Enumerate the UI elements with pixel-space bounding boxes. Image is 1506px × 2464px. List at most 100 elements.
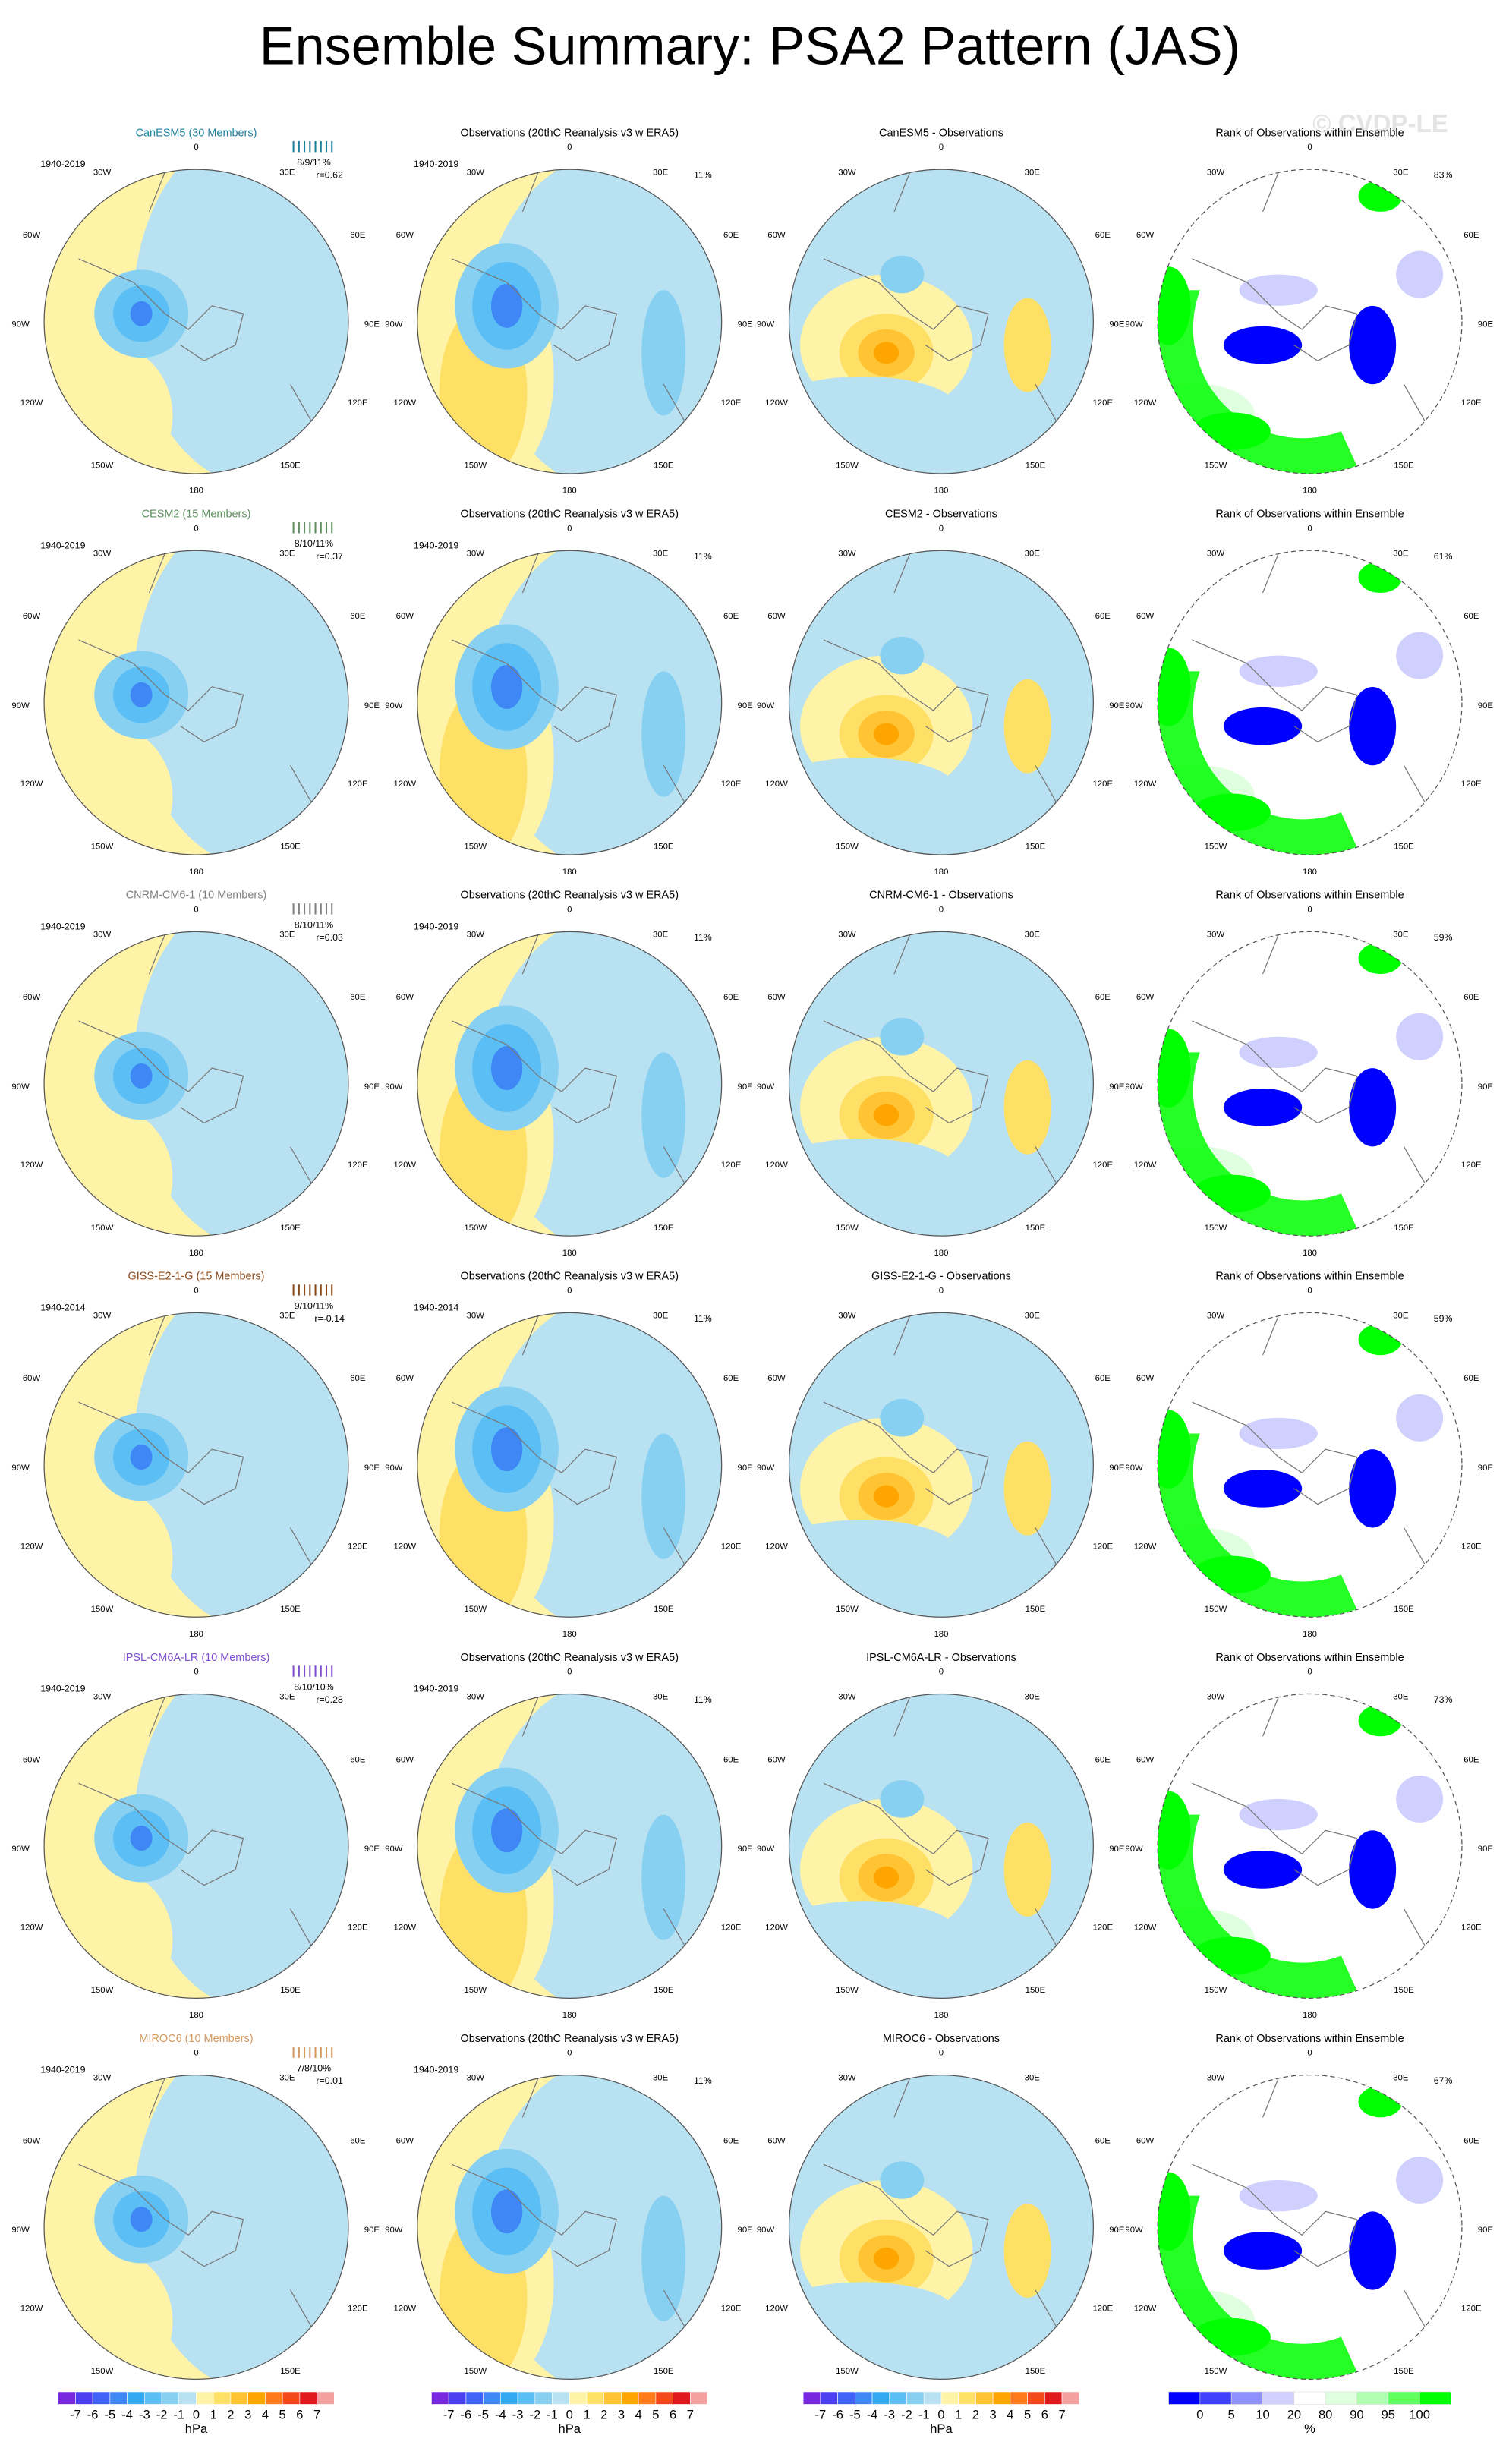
colorbar-box bbox=[655, 2391, 673, 2405]
longitude-label: 150E bbox=[654, 1986, 674, 1995]
longitude-label: 30E bbox=[1025, 168, 1041, 177]
colorbar-label: -6 bbox=[832, 2407, 843, 2421]
longitude-label: 60E bbox=[723, 1755, 739, 1764]
longitude-label: 30W bbox=[1207, 549, 1225, 558]
rank-colorbar-box bbox=[1230, 2391, 1263, 2405]
field-region bbox=[490, 1808, 523, 1853]
longitude-label: 30E bbox=[653, 1693, 669, 1702]
longitude-label: 150W bbox=[91, 2367, 114, 2376]
longitude-label: 120E bbox=[1461, 2304, 1482, 2313]
field-region bbox=[254, 671, 311, 766]
map-border bbox=[1157, 2074, 1463, 2381]
longitude-label: 90E bbox=[364, 1845, 380, 1854]
colorbar-box bbox=[109, 2391, 128, 2405]
longitude-label: 90W bbox=[757, 2226, 775, 2235]
map-panel bbox=[417, 2075, 722, 2380]
longitude-label: 120W bbox=[393, 399, 416, 408]
longitude-label: 180 bbox=[562, 1249, 577, 1258]
field-region bbox=[789, 376, 957, 440]
obs-percent: 11% bbox=[694, 551, 712, 562]
longitude-label: 30W bbox=[93, 1693, 112, 1702]
map-panel bbox=[417, 1694, 722, 1999]
longitude-label: 60W bbox=[23, 231, 41, 240]
colorbar-box bbox=[1061, 2391, 1080, 2405]
field-region bbox=[874, 723, 900, 745]
obs-years: 1940-2014 bbox=[414, 1302, 458, 1312]
longitude-label: 180 bbox=[934, 2011, 948, 2020]
longitude-label: 150W bbox=[836, 2367, 859, 2376]
longitude-label: 30W bbox=[93, 930, 112, 939]
longitude-label: 90W bbox=[11, 1845, 30, 1854]
colorbar-label: -1 bbox=[918, 2407, 930, 2421]
longitude-label: 180 bbox=[189, 487, 203, 496]
longitude-label: 0 bbox=[939, 905, 944, 914]
obs-years: 1940-2019 bbox=[414, 1684, 458, 1694]
field-region bbox=[1223, 1851, 1303, 1889]
longitude-label: 60E bbox=[350, 231, 366, 240]
longitude-label: 120E bbox=[348, 1542, 368, 1551]
rank-colorbar-units: % bbox=[1304, 2421, 1315, 2436]
map-panel bbox=[1158, 931, 1462, 1237]
longitude-label: 150W bbox=[1205, 1224, 1227, 1233]
longitude-label: 60E bbox=[350, 1755, 366, 1764]
obs-title: Observations (20thC Reanalysis v3 w ERA5… bbox=[460, 1652, 679, 1664]
longitude-label: 30E bbox=[653, 1312, 669, 1321]
colorbar-box bbox=[603, 2391, 622, 2405]
colorbar-box bbox=[282, 2391, 301, 2405]
colorbar-label: -4 bbox=[495, 2407, 506, 2421]
map-border bbox=[788, 1312, 1094, 1618]
longitude-label: 120W bbox=[20, 2304, 43, 2313]
field-region bbox=[789, 1520, 957, 1583]
longitude-label: 150E bbox=[1026, 462, 1046, 471]
colorbar-label: -5 bbox=[105, 2407, 116, 2421]
longitude-label: 0 bbox=[1307, 143, 1312, 152]
rank-colorbar-label: 20 bbox=[1287, 2407, 1301, 2421]
longitude-label: 120E bbox=[1092, 399, 1113, 408]
rank-band bbox=[1158, 2195, 1357, 2380]
pattern-correlation: r=0.03 bbox=[316, 932, 343, 943]
map-panel bbox=[789, 2075, 1094, 2380]
longitude-label: 90E bbox=[1109, 2226, 1125, 2235]
colorbar-box bbox=[517, 2391, 536, 2405]
longitude-label: 30E bbox=[1025, 1312, 1041, 1321]
field-region bbox=[254, 290, 311, 385]
colorbar-box bbox=[802, 2391, 821, 2405]
longitude-label: 150E bbox=[654, 462, 674, 471]
obs-years: 1940-2019 bbox=[414, 540, 458, 550]
longitude-label: 120W bbox=[1134, 399, 1157, 408]
longitude-label: 90W bbox=[757, 701, 775, 711]
longitude-label: 120W bbox=[1134, 1542, 1157, 1551]
longitude-label: 90E bbox=[1478, 1845, 1494, 1854]
longitude-label: 150E bbox=[1026, 843, 1046, 852]
longitude-label: 90W bbox=[757, 320, 775, 329]
colorbar-label: 1 bbox=[210, 2407, 217, 2421]
longitude-label: 150W bbox=[91, 843, 114, 852]
longitude-label: 90E bbox=[364, 2226, 380, 2235]
map-panel bbox=[417, 1312, 722, 1618]
map-border bbox=[417, 2074, 723, 2381]
field-region bbox=[490, 665, 523, 709]
field-region bbox=[1223, 2232, 1303, 2270]
longitude-label: 90E bbox=[738, 701, 754, 711]
longitude-label: 90E bbox=[364, 320, 380, 329]
longitude-label: 60W bbox=[396, 1755, 414, 1764]
longitude-label: 150E bbox=[654, 1224, 674, 1233]
field-region bbox=[874, 1485, 900, 1508]
pattern-correlation: r=0.01 bbox=[316, 2075, 343, 2086]
longitude-label: 30E bbox=[279, 549, 295, 558]
longitude-label: 30W bbox=[467, 1312, 485, 1321]
longitude-label: 30E bbox=[653, 2074, 669, 2083]
longitude-label: 90W bbox=[11, 701, 30, 711]
longitude-label: 150W bbox=[1205, 843, 1227, 852]
field-region bbox=[880, 1399, 925, 1437]
colorbar-box bbox=[673, 2391, 691, 2405]
longitude-label: 60E bbox=[350, 1374, 366, 1383]
map-panel bbox=[789, 169, 1094, 474]
longitude-label: 30E bbox=[1025, 930, 1041, 939]
colorbar-box bbox=[552, 2391, 570, 2405]
longitude-label: 30W bbox=[838, 549, 856, 558]
rank-percent: 59% bbox=[1434, 932, 1453, 943]
longitude-label: 180 bbox=[1303, 2011, 1317, 2020]
longitude-label: 60W bbox=[767, 612, 786, 621]
longitude-label: 90W bbox=[11, 2226, 30, 2235]
